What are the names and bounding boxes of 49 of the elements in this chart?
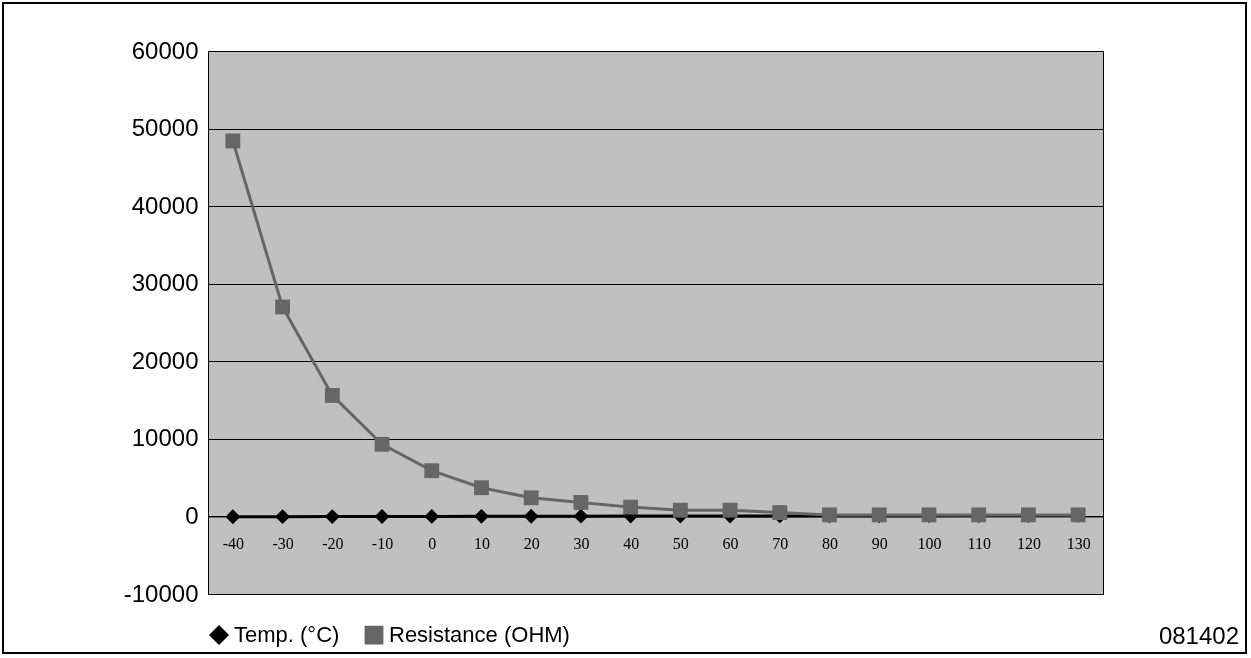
x-tick-label: 110 (967, 534, 991, 552)
point (573, 495, 589, 510)
point (523, 490, 539, 506)
x-tick-label: 10 (473, 534, 490, 552)
y-tick-label: 10000 (131, 424, 199, 452)
x-tick-label: 130 (1066, 534, 1091, 552)
y-tick-label: 50000 (131, 114, 199, 142)
point (623, 499, 639, 515)
point (324, 388, 340, 403)
y-tick-label: 60000 (131, 36, 199, 64)
point (523, 508, 539, 524)
x-tick-label: 40 (623, 534, 640, 552)
y-tick-label: -10000 (123, 579, 199, 607)
point (722, 502, 738, 518)
x-tick-label: -40 (222, 534, 245, 552)
text: 081402 (1158, 622, 1239, 650)
point (474, 480, 489, 496)
y-tick-label: 30000 (131, 269, 199, 297)
x-tick-label: 30 (573, 534, 590, 552)
x-tick-label: 100 (917, 534, 942, 552)
x-tick-label: -20 (322, 534, 344, 552)
x-tick-label: 60 (722, 534, 739, 552)
x-tick-label: 70 (772, 534, 789, 552)
point (573, 508, 589, 524)
y-tick-label: 20000 (131, 346, 199, 374)
point (225, 133, 241, 149)
x-tick-label: -10 (371, 534, 394, 552)
point (424, 509, 440, 524)
point (772, 505, 788, 520)
x-tick-label: -30 (272, 534, 294, 552)
point (324, 509, 340, 524)
point (225, 509, 241, 525)
x-tick-label: 90 (871, 534, 888, 552)
x-tick-label: 120 (1016, 534, 1041, 552)
x-tick-label: 20 (523, 534, 540, 552)
legend-label: Resistance (OHM) (389, 622, 570, 648)
point (424, 463, 440, 479)
x-tick-label: 0 (428, 534, 437, 552)
legend-label: Temp. (°C) (234, 622, 340, 648)
point (275, 509, 290, 525)
point (275, 299, 290, 315)
point (474, 508, 489, 524)
point (374, 509, 390, 524)
x-tick-label: 80 (822, 534, 839, 552)
y-tick-label: 0 (185, 501, 199, 529)
point (672, 502, 688, 518)
point (374, 436, 390, 452)
y-tick-label: 40000 (131, 191, 199, 219)
x-tick-label: 50 (672, 534, 689, 552)
